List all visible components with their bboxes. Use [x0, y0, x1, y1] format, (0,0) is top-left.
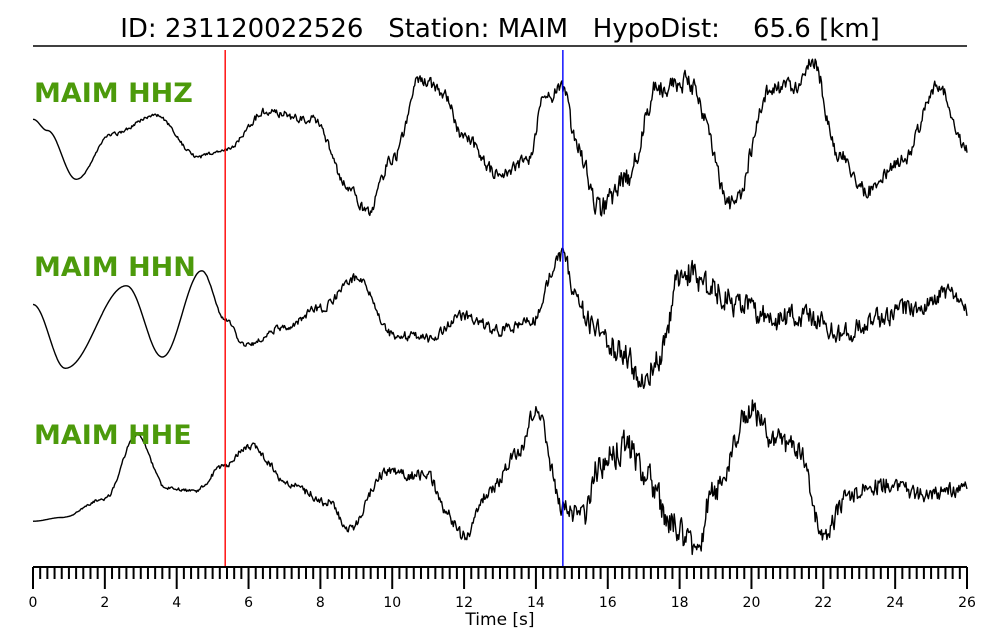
- channel-label-layer: MAIM HHZ MAIM HHN MAIM HHE: [34, 78, 196, 451]
- time-axis: 0 2 4 6 8 10 12 14 16 18 20 22 24 26: [29, 566, 976, 611]
- x-tick-label: 6: [244, 595, 253, 611]
- chart-title: ID: 231120022526 Station: MAIM HypoDist:…: [120, 14, 880, 44]
- x-tick-label: 8: [316, 595, 325, 611]
- x-tick-label: 2: [100, 595, 109, 611]
- trace-hhe: [32, 399, 968, 556]
- x-tick-label: 26: [958, 595, 976, 611]
- trace-layer: [32, 58, 968, 556]
- x-tick-label: 4: [172, 595, 181, 611]
- channel-label-hhn: MAIM HHN: [34, 252, 196, 283]
- x-tick-label: 10: [383, 595, 401, 611]
- trace-hhn: [32, 247, 968, 389]
- phase-marker-layer: [224, 50, 564, 567]
- x-tick-label: 22: [814, 595, 832, 611]
- x-tick-label: 0: [29, 595, 38, 611]
- trace-hhz: [32, 58, 968, 217]
- x-tick-label: 16: [599, 595, 617, 611]
- x-tick-label: 24: [886, 595, 904, 611]
- x-tick-label: 18: [671, 595, 689, 611]
- x-tick-label: 20: [743, 595, 761, 611]
- x-tick-label: 12: [455, 595, 473, 611]
- x-tick-label: 14: [527, 595, 545, 611]
- channel-label-hhe: MAIM HHE: [34, 420, 192, 451]
- x-axis-label: Time [s]: [464, 610, 534, 630]
- channel-label-hhz: MAIM HHZ: [34, 78, 193, 109]
